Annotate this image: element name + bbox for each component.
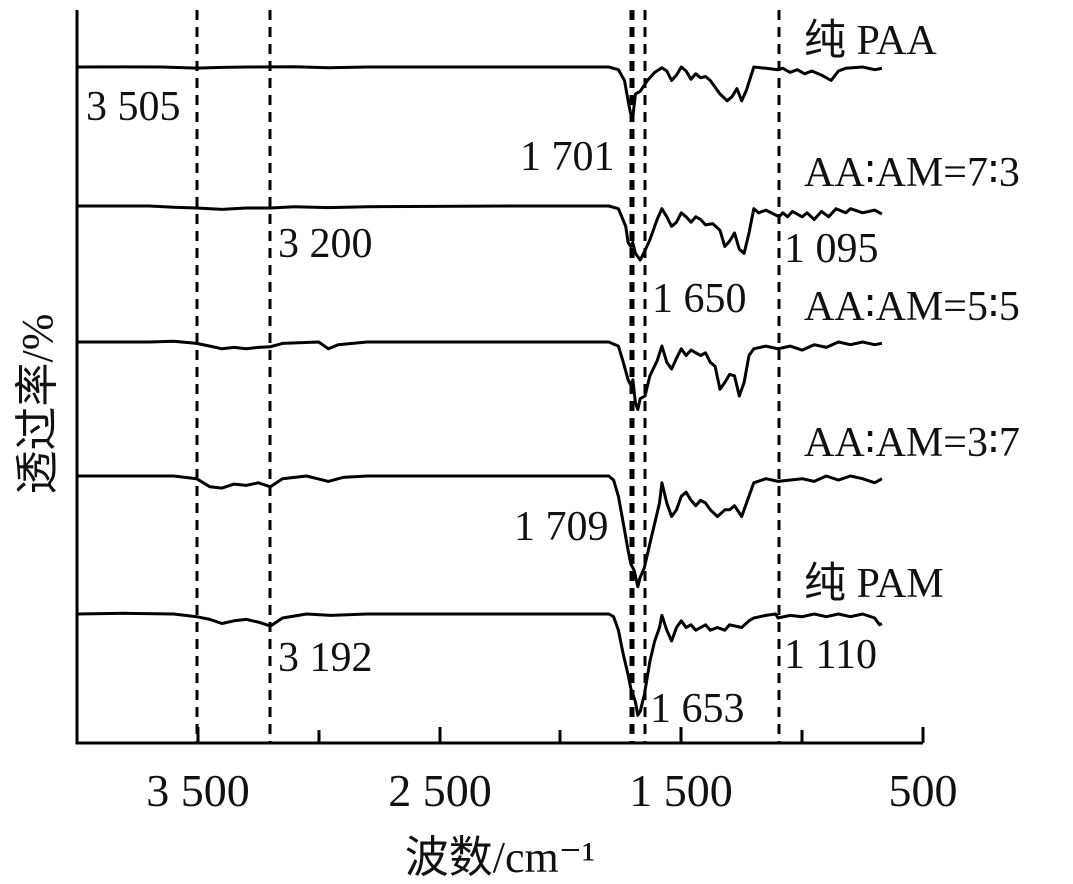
spectrum-line	[77, 474, 883, 589]
reference-lines	[195, 10, 781, 742]
series-label: 纯 PAA	[804, 18, 937, 64]
peak-annotation: 1 095	[784, 226, 879, 272]
peak-annotation: 1 709	[514, 504, 609, 550]
annotations: 3 505 1 701 3 200 1 650 1 095 1 709 3 192 1 653…	[86, 84, 879, 732]
series-label: 纯 PAM	[804, 561, 944, 607]
spectrum-line	[76, 611, 883, 717]
x-tick-label: 3 500	[146, 765, 250, 816]
peak-annotation: 1 650	[652, 276, 747, 322]
spectrum-line	[76, 65, 883, 120]
axes	[75, 10, 923, 745]
peak-annotation: 3 200	[278, 221, 373, 267]
x-tick-label: 1 500	[629, 765, 733, 816]
spectrum-line	[77, 204, 883, 262]
x-ticks: 3 500 2 500 1 500 500	[146, 727, 958, 816]
x-tick-label: 500	[889, 765, 958, 816]
x-axis-label: 波数/cm⁻¹	[405, 833, 595, 882]
peak-annotation: 3 505	[86, 84, 181, 130]
peak-annotation: 1 701	[520, 134, 615, 180]
peak-annotation: 1 653	[650, 686, 745, 732]
spectrum-line	[77, 339, 883, 411]
peak-annotation: 3 192	[278, 635, 373, 681]
series-label: AA∶AM=7∶3	[804, 150, 1020, 196]
spectra	[76, 65, 883, 717]
series-label: AA∶AM=5∶5	[804, 284, 1020, 330]
series-labels: 纯 PAA AA∶AM=7∶3 AA∶AM=5∶5 AA∶AM=3∶7 纯 PAM	[804, 18, 1020, 607]
peak-annotation: 1 110	[784, 632, 877, 678]
y-axis-label: 透过率/%	[13, 314, 62, 495]
x-tick-label: 2 500	[388, 765, 492, 816]
series-label: AA∶AM=3∶7	[804, 420, 1020, 466]
